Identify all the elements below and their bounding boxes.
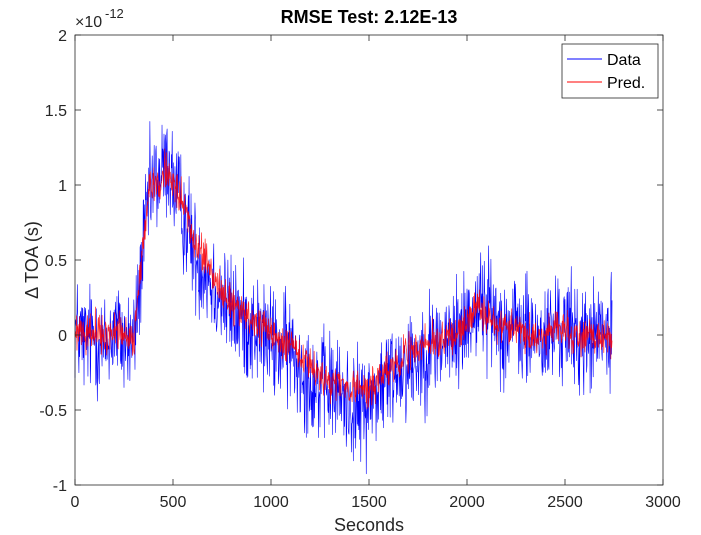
legend-box	[561, 43, 659, 99]
x-tick-label: 0	[71, 494, 80, 511]
y-axis-label: Δ TOA (s)	[22, 221, 42, 299]
x-axis-label: Seconds	[334, 515, 404, 535]
y-tick-label: 1.5	[45, 103, 67, 120]
legend: Data Pred.	[561, 43, 659, 99]
legend-label-data: Data	[607, 52, 641, 69]
series-layer	[74, 121, 613, 475]
y-exponent: ×10 -12	[75, 6, 124, 31]
y-tick-label: 2	[58, 28, 67, 45]
x-tick-label: 3000	[645, 494, 681, 511]
y-tick-label: -0.5	[39, 403, 67, 420]
y-exponent-base: ×10	[75, 14, 102, 31]
x-tick-label: 1500	[351, 494, 387, 511]
plot-background	[75, 35, 663, 485]
series-line-pred	[74, 148, 613, 410]
x-tick-label: 2500	[547, 494, 583, 511]
ticks-layer: 0 500 1000 1500 2000 2500 3000 -1 -0.5 0 0.5 1 1.5 2	[39, 28, 680, 511]
legend-label-pred: Pred.	[607, 75, 645, 92]
y-tick-label: 1	[58, 178, 67, 195]
y-tick-label: 0	[58, 328, 67, 345]
y-exponent-power: -12	[105, 6, 124, 21]
x-tick-label: 1000	[253, 494, 289, 511]
x-tick-label: 2000	[449, 494, 485, 511]
y-tick-label: 0.5	[45, 253, 67, 270]
y-tick-label: -1	[53, 478, 67, 495]
x-tick-label: 500	[160, 494, 187, 511]
chart-title: RMSE Test: 2.12E-13	[281, 7, 458, 27]
